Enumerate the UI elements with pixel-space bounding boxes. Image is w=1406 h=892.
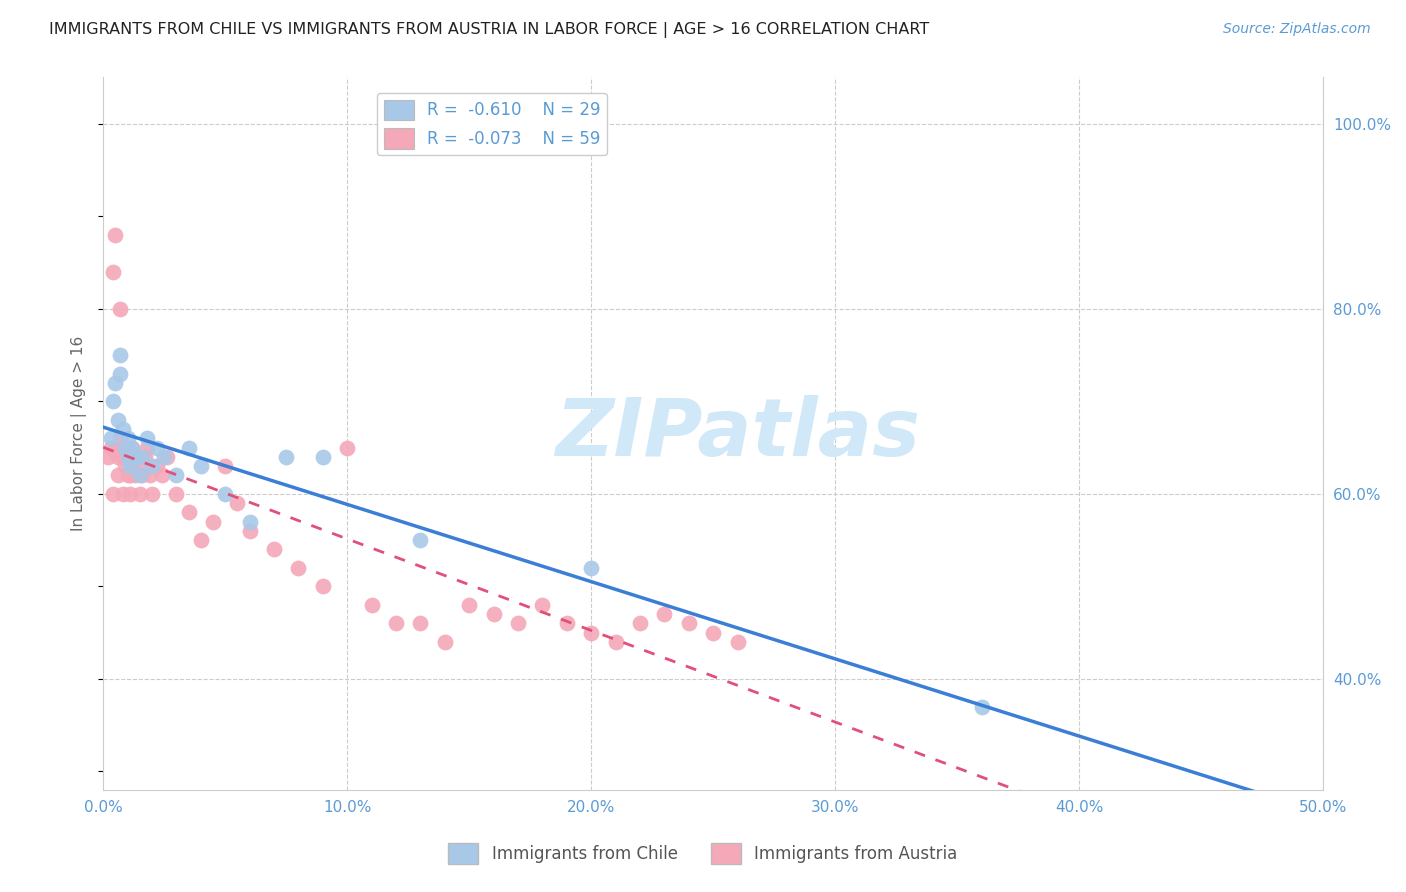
Point <box>121 441 143 455</box>
Point <box>312 579 335 593</box>
Text: IMMIGRANTS FROM CHILE VS IMMIGRANTS FROM AUSTRIA IN LABOR FORCE | AGE > 16 CORRE: IMMIGRANTS FROM CHILE VS IMMIGRANTS FROM… <box>49 22 929 38</box>
Legend: R =  -0.610    N = 29, R =  -0.073    N = 59: R = -0.610 N = 29, R = -0.073 N = 59 <box>377 93 607 155</box>
Point <box>127 450 149 464</box>
Point <box>136 431 159 445</box>
Point <box>263 542 285 557</box>
Point <box>458 598 481 612</box>
Point <box>107 413 129 427</box>
Point <box>111 422 134 436</box>
Point <box>136 441 159 455</box>
Point <box>165 487 187 501</box>
Point <box>531 598 554 612</box>
Point <box>117 468 139 483</box>
Point <box>287 561 309 575</box>
Point <box>114 441 136 455</box>
Point <box>482 607 505 621</box>
Point <box>111 450 134 464</box>
Point <box>134 450 156 464</box>
Point <box>555 616 578 631</box>
Point <box>101 487 124 501</box>
Point <box>146 441 169 455</box>
Point <box>131 468 153 483</box>
Point <box>581 625 603 640</box>
Point <box>385 616 408 631</box>
Legend: Immigrants from Chile, Immigrants from Austria: Immigrants from Chile, Immigrants from A… <box>441 837 965 871</box>
Point <box>111 487 134 501</box>
Point <box>110 431 132 445</box>
Point <box>110 301 132 316</box>
Point <box>128 468 150 483</box>
Point <box>121 458 143 473</box>
Point <box>156 450 179 464</box>
Point <box>165 468 187 483</box>
Point <box>312 450 335 464</box>
Point <box>101 265 124 279</box>
Point <box>276 450 298 464</box>
Point <box>605 635 627 649</box>
Point <box>117 450 139 464</box>
Point <box>114 441 136 455</box>
Y-axis label: In Labor Force | Age > 16: In Labor Force | Age > 16 <box>72 336 87 532</box>
Point <box>433 635 456 649</box>
Point <box>104 376 127 390</box>
Point <box>409 616 432 631</box>
Point <box>970 699 993 714</box>
Point <box>581 561 603 575</box>
Point <box>107 468 129 483</box>
Point <box>124 450 146 464</box>
Point <box>506 616 529 631</box>
Point <box>360 598 382 612</box>
Point <box>190 458 212 473</box>
Point <box>100 431 122 445</box>
Point <box>153 450 176 464</box>
Point <box>177 441 200 455</box>
Point <box>141 487 163 501</box>
Point <box>190 533 212 547</box>
Point <box>131 450 153 464</box>
Point <box>214 458 236 473</box>
Point <box>128 458 150 473</box>
Point <box>202 515 225 529</box>
Point <box>336 441 359 455</box>
Point <box>226 496 249 510</box>
Point <box>239 515 262 529</box>
Point <box>146 458 169 473</box>
Point <box>97 450 120 464</box>
Point <box>654 607 676 621</box>
Point <box>104 227 127 242</box>
Point <box>678 616 700 631</box>
Text: Source: ZipAtlas.com: Source: ZipAtlas.com <box>1223 22 1371 37</box>
Point <box>107 450 129 464</box>
Point <box>409 533 432 547</box>
Point <box>141 458 163 473</box>
Point <box>727 635 749 649</box>
Point <box>114 458 136 473</box>
Point <box>110 367 132 381</box>
Point <box>128 487 150 501</box>
Point <box>177 505 200 519</box>
Point <box>628 616 651 631</box>
Point <box>239 524 262 538</box>
Point <box>117 431 139 445</box>
Point <box>100 441 122 455</box>
Point <box>121 441 143 455</box>
Point <box>118 458 141 473</box>
Point <box>214 487 236 501</box>
Point <box>118 468 141 483</box>
Point <box>110 348 132 362</box>
Point <box>104 441 127 455</box>
Point <box>118 487 141 501</box>
Point <box>150 468 173 483</box>
Point <box>138 468 160 483</box>
Point <box>101 394 124 409</box>
Point <box>124 468 146 483</box>
Point <box>702 625 724 640</box>
Text: ZIPatlas: ZIPatlas <box>555 394 920 473</box>
Point <box>117 450 139 464</box>
